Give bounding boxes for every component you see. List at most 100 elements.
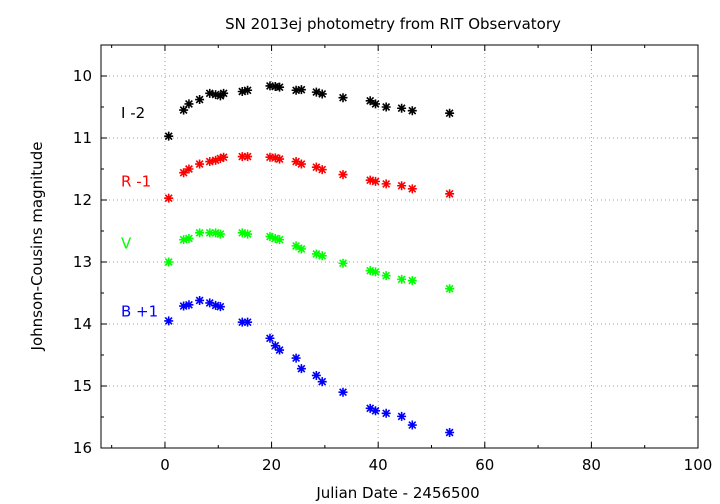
point-series-4 xyxy=(265,333,275,343)
point-series-1 xyxy=(381,102,391,112)
point-series-2 xyxy=(275,154,285,164)
axis-ticks: 0 20 40 60 80 100 10 11 12 13 14 15 16 xyxy=(73,44,713,474)
point-series-4 xyxy=(296,364,306,374)
x-axis-label: Julian Date - 2456500 xyxy=(315,484,479,502)
x-tick-label: 20 xyxy=(262,456,281,474)
point-series-2 xyxy=(184,164,194,174)
y-tick-label: 13 xyxy=(73,253,92,271)
point-series-4 xyxy=(195,295,205,305)
series-label: I -2 xyxy=(121,104,145,122)
point-series-2 xyxy=(311,162,321,172)
point-series-1 xyxy=(184,99,194,109)
point-series-1 xyxy=(365,96,375,106)
data-points xyxy=(164,81,455,437)
point-series-4 xyxy=(270,341,280,351)
point-series-2 xyxy=(205,157,215,167)
point-series-3 xyxy=(237,228,247,238)
series-labels: I -2 R -1 V B +1 xyxy=(121,104,158,320)
point-series-2 xyxy=(211,155,221,165)
point-series-4 xyxy=(407,420,417,430)
series-label: B +1 xyxy=(121,303,158,321)
point-series-2 xyxy=(381,179,391,189)
point-series-4 xyxy=(275,345,285,355)
point-series-3 xyxy=(445,284,455,294)
point-series-2 xyxy=(179,168,189,178)
point-series-3 xyxy=(184,233,194,243)
point-series-2 xyxy=(243,152,253,162)
point-series-4 xyxy=(365,403,375,413)
point-series-1 xyxy=(275,82,285,92)
point-series-3 xyxy=(195,228,205,238)
point-series-2 xyxy=(338,170,348,180)
x-tick-label: 80 xyxy=(582,456,601,474)
point-series-1 xyxy=(195,95,205,105)
point-series-3 xyxy=(211,228,221,238)
point-series-1 xyxy=(371,99,381,109)
point-series-1 xyxy=(205,88,215,98)
series-label: R -1 xyxy=(121,172,151,190)
point-series-2 xyxy=(164,193,174,203)
point-series-4 xyxy=(317,377,327,387)
point-series-3 xyxy=(407,276,417,286)
point-series-3 xyxy=(270,233,280,243)
point-series-1 xyxy=(291,85,301,95)
point-series-2 xyxy=(265,152,275,162)
point-series-1 xyxy=(211,90,221,100)
point-series-4 xyxy=(243,317,253,327)
point-series-4 xyxy=(445,428,455,437)
point-series-1 xyxy=(296,85,306,95)
point-series-4 xyxy=(215,302,225,312)
point-series-3 xyxy=(275,235,285,245)
point-series-1 xyxy=(219,88,229,98)
point-series-2 xyxy=(317,165,327,175)
point-series-2 xyxy=(215,153,225,163)
point-series-3 xyxy=(371,267,381,277)
y-axis-label: Johnson-Cousins magnitude xyxy=(28,142,46,352)
point-series-1 xyxy=(338,93,348,103)
point-series-4 xyxy=(237,317,247,327)
x-tick-label: 100 xyxy=(684,456,713,474)
point-series-2 xyxy=(365,175,375,185)
point-series-4 xyxy=(184,300,194,310)
point-series-3 xyxy=(265,232,275,242)
point-series-1 xyxy=(237,87,247,96)
point-series-3 xyxy=(205,228,215,238)
y-tick-label: 12 xyxy=(73,191,92,209)
point-series-2 xyxy=(270,153,280,163)
point-series-3 xyxy=(179,235,189,245)
point-series-1 xyxy=(445,108,455,118)
point-series-4 xyxy=(164,316,174,326)
point-series-4 xyxy=(205,298,215,308)
point-series-1 xyxy=(179,105,189,115)
point-series-2 xyxy=(407,184,417,194)
point-series-1 xyxy=(243,85,253,95)
point-series-3 xyxy=(338,258,348,268)
point-series-4 xyxy=(211,300,221,310)
point-series-3 xyxy=(317,251,327,261)
point-series-2 xyxy=(296,159,306,169)
point-series-4 xyxy=(371,406,381,416)
y-tick-label: 14 xyxy=(73,315,92,333)
chart-title: SN 2013ej photometry from RIT Observator… xyxy=(225,15,561,33)
point-series-1 xyxy=(265,81,275,91)
point-series-3 xyxy=(291,241,301,251)
point-series-3 xyxy=(397,274,407,284)
x-tick-label: 0 xyxy=(160,456,170,474)
y-tick-label: 15 xyxy=(73,377,92,395)
point-series-2 xyxy=(445,189,455,199)
point-series-4 xyxy=(338,387,348,397)
point-series-3 xyxy=(381,271,391,281)
point-series-1 xyxy=(407,106,417,116)
point-series-1 xyxy=(311,87,321,97)
point-series-2 xyxy=(397,181,407,191)
point-series-1 xyxy=(317,89,327,99)
point-series-4 xyxy=(291,353,301,363)
point-series-3 xyxy=(365,266,375,276)
point-series-3 xyxy=(311,249,321,259)
point-series-4 xyxy=(179,301,189,311)
y-tick-label: 16 xyxy=(73,439,92,457)
point-series-4 xyxy=(397,411,407,421)
x-tick-label: 60 xyxy=(475,456,494,474)
